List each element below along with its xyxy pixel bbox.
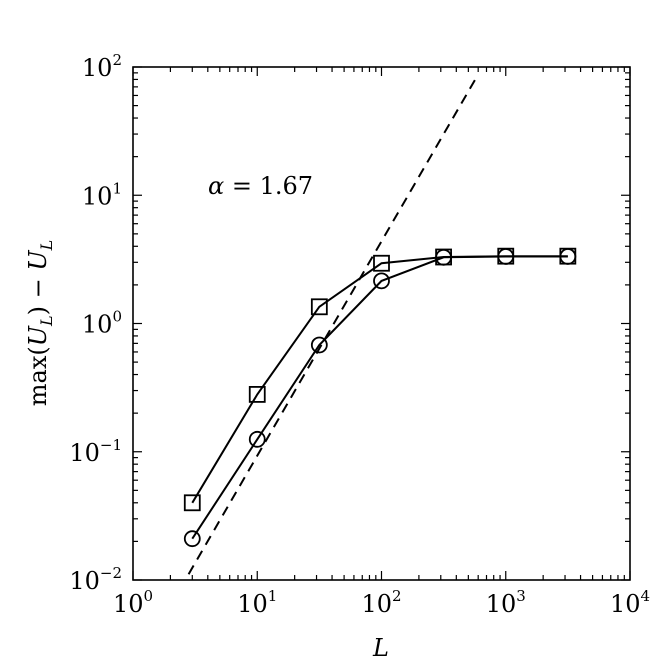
slope-annotation: α = 1.67 <box>208 172 313 200</box>
y-label-open: ( <box>24 346 52 355</box>
x-tick-label: 103 <box>486 587 526 618</box>
series-layer <box>183 73 577 575</box>
circle-marker <box>248 430 266 448</box>
y-label-minus: − <box>24 271 52 306</box>
y-label-var-2: U <box>24 250 52 271</box>
x-tick-label: 101 <box>237 587 277 618</box>
circle-marker <box>183 530 201 548</box>
circle-marker <box>435 248 452 266</box>
circle-marker <box>310 336 328 354</box>
square-marker <box>310 298 328 316</box>
labels-layer: 100 101 102 103 104 10−2 10−1 100 101 102 <box>69 51 650 618</box>
x-tick-label: 100 <box>113 587 153 618</box>
series-line-2 <box>191 255 568 540</box>
slope-annotation-value: = 1.67 <box>224 172 313 200</box>
circle-marker <box>497 248 515 265</box>
circle-marker <box>559 248 577 265</box>
y-tick-label: 10−1 <box>69 436 122 467</box>
y-label-var: U <box>24 325 52 346</box>
x-tick-label: 104 <box>610 587 650 618</box>
y-axis-label: max(UL) − UL <box>24 240 56 406</box>
ticks-layer <box>132 66 631 581</box>
y-tick-label: 100 <box>82 308 122 339</box>
y-label-func: max <box>24 355 52 406</box>
slope-annotation-symbol: α <box>208 172 224 200</box>
series-line-1 <box>191 255 568 504</box>
square-marker <box>248 386 266 403</box>
y-label-close: ) <box>24 306 52 315</box>
plot-frame <box>132 66 631 581</box>
x-axis-label: L <box>372 634 389 662</box>
y-tick-label: 101 <box>82 179 122 210</box>
square-marker <box>183 494 201 512</box>
y-label-sub: L <box>37 315 56 327</box>
y-tick-label: 10−2 <box>69 564 122 595</box>
y-label-sub-2: L <box>37 240 56 252</box>
x-tick-label: 102 <box>361 587 401 618</box>
circle-marker <box>373 272 390 290</box>
series-line-3 <box>187 73 480 575</box>
y-tick-label: 102 <box>82 51 122 82</box>
square-marker <box>373 254 390 272</box>
